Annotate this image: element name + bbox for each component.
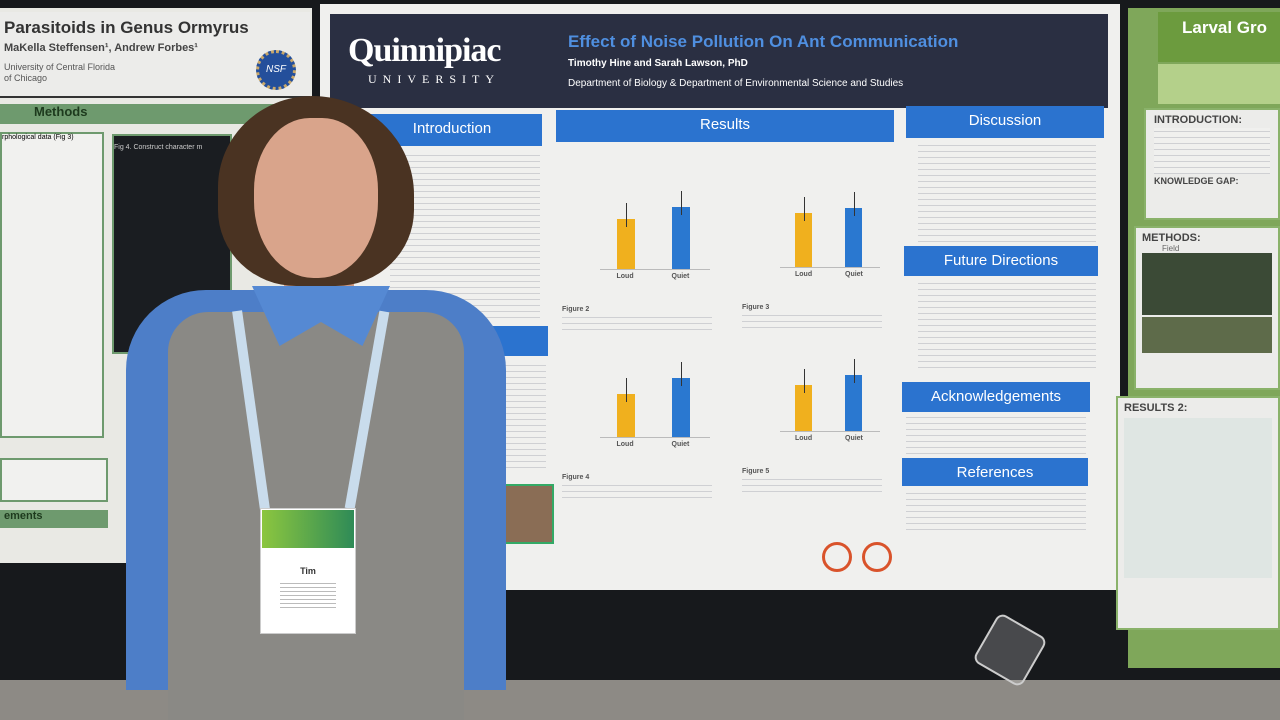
- figure-caption: Figure 4: [562, 474, 590, 481]
- right-intro-text: [1154, 128, 1270, 174]
- field-photos: [1142, 317, 1272, 353]
- section-references: References: [902, 458, 1088, 486]
- error-bar: [803, 197, 805, 222]
- error-bar: [853, 358, 855, 383]
- error-bar: [625, 378, 627, 403]
- panel-2-label: Fig 4. Construct character m: [114, 144, 203, 151]
- group-label: Quiet: [845, 435, 863, 442]
- person-face: [254, 118, 378, 278]
- left-poster-title: Parasitoids in Genus Ormyrus: [4, 18, 249, 37]
- error-bar: [680, 190, 682, 215]
- methods-label: Methods: [34, 104, 88, 119]
- discussion-text: [918, 142, 1096, 242]
- main-poster-header: [330, 14, 1108, 108]
- caption-text: [742, 476, 882, 492]
- bar-loud: [795, 213, 812, 267]
- future-text: [918, 280, 1096, 370]
- right-results-heading: RESULTS 2:: [1124, 402, 1188, 414]
- group-label: Quiet: [671, 273, 690, 280]
- badge-details: [280, 580, 336, 610]
- left-poster-authors: MaKella Steffensen¹, Andrew Forbes¹: [4, 42, 198, 54]
- group-label: Loud: [795, 271, 813, 278]
- poster-authors: Timothy Hine and Sarah Lawson, PhD: [568, 58, 748, 69]
- caption-text: [562, 314, 712, 330]
- error-bar: [803, 368, 805, 393]
- acknowledgements-text: [906, 414, 1086, 454]
- acknowledgements-header: ements: [0, 510, 108, 528]
- bar-chart: Loud Quiet Figure 3: [742, 188, 882, 328]
- right-results-box: RESULTS 2:: [1116, 396, 1280, 630]
- group-label: Loud: [616, 441, 634, 448]
- error-bar: [853, 191, 855, 216]
- right-methods-box: METHODS: Field: [1134, 226, 1280, 390]
- bar-loud: [616, 219, 636, 269]
- caption-text: [742, 312, 882, 328]
- panel-1-label: rphological data (Fig 3): [2, 134, 74, 141]
- bar-quiet: [671, 206, 691, 269]
- no-noise-icon: [822, 542, 852, 572]
- knowledge-gap-heading: KNOWLEDGE GAP:: [1154, 176, 1239, 186]
- right-intro-box: INTRODUCTION: KNOWLEDGE GAP:: [1144, 108, 1280, 220]
- poster-department: Department of Biology & Department of En…: [568, 78, 904, 89]
- right-methods-heading: METHODS:: [1142, 232, 1201, 244]
- no-noise-icon: [862, 542, 892, 572]
- group-label: Quiet: [671, 441, 690, 448]
- error-bar: [625, 203, 627, 228]
- bar-quiet: [671, 377, 691, 437]
- group-label: Loud: [795, 435, 813, 442]
- figure-caption: Figure 5: [742, 468, 770, 475]
- section-future-directions: Future Directions: [904, 246, 1098, 276]
- bar-quiet: [845, 207, 862, 267]
- section-acknowledgements: Acknowledgements: [902, 382, 1090, 412]
- left-poster-affiliation: University of Central Florida of Chicago: [4, 62, 115, 84]
- bar-chart: Loud Quiet Figure 5: [742, 356, 882, 492]
- left-panel: [0, 458, 108, 502]
- figure-caption: Figure 3: [742, 304, 770, 311]
- caption-text: [562, 482, 712, 498]
- badge-header: [262, 510, 354, 548]
- affiliation-1: University of Central Florida: [4, 62, 116, 72]
- right-poster-logos: [1158, 64, 1280, 104]
- methods-panel-1: rphological data (Fig 3): [0, 132, 104, 438]
- poster-title: Effect of Noise Pollution On Ant Communi…: [568, 32, 959, 51]
- right-poster-title: Larval Gro: [1158, 12, 1280, 62]
- bar-loud: [795, 384, 812, 431]
- field-photo: [1142, 253, 1272, 315]
- nsf-logo: NSF: [256, 50, 296, 90]
- group-label: Quiet: [845, 271, 863, 278]
- bar-chart: Loud Quiet Figure 4: [562, 358, 712, 498]
- right-intro-heading: INTRODUCTION:: [1154, 114, 1242, 126]
- bar-quiet: [845, 374, 862, 431]
- figure-caption: Figure 2: [562, 306, 590, 313]
- error-bar: [680, 361, 682, 386]
- group-label: Loud: [616, 273, 634, 280]
- section-discussion: Discussion: [906, 106, 1104, 138]
- results-figure: [1124, 418, 1272, 578]
- badge-name: Tim: [300, 566, 316, 576]
- bar-loud: [616, 394, 636, 437]
- left-poster-header: [0, 12, 310, 98]
- university-logo: Quinnipiac: [348, 32, 502, 69]
- section-results: Results: [556, 110, 894, 142]
- university-logo-sub: UNIVERSITY: [368, 72, 500, 86]
- bar-chart: Loud Quiet Figure 2: [562, 186, 712, 330]
- references-text: [906, 490, 1086, 530]
- methods-header: Methods: [0, 104, 300, 124]
- affiliation-2: of Chicago: [4, 73, 48, 83]
- field-label: Field: [1162, 244, 1180, 253]
